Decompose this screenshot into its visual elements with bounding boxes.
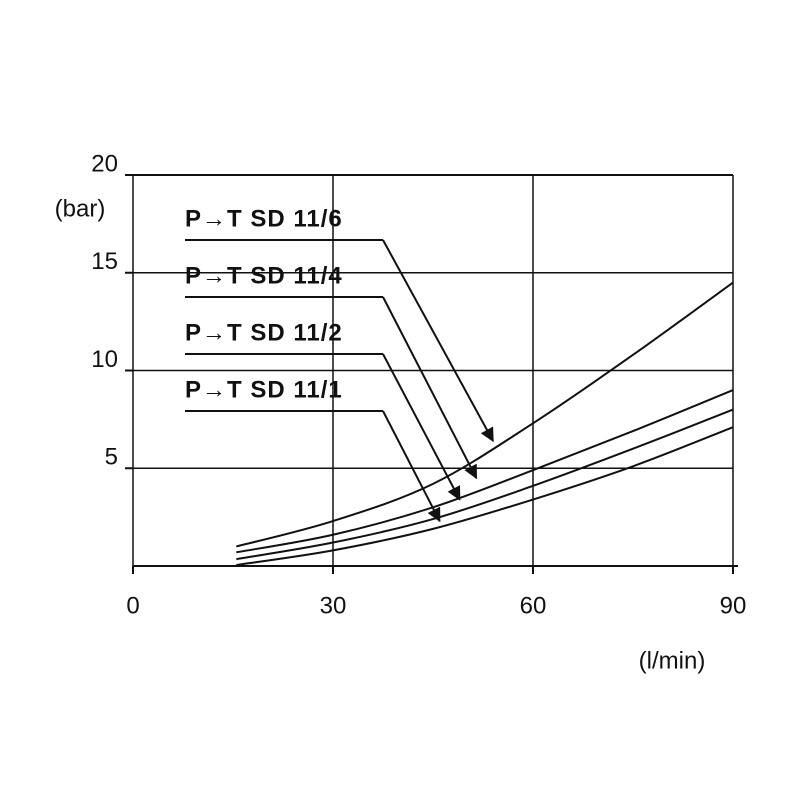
x-tick-label: 60	[520, 592, 547, 619]
annotation-label: P→T SD 11/1	[185, 376, 343, 403]
x-tick-label: 0	[126, 592, 139, 619]
x-tick-label: 30	[320, 592, 347, 619]
y-tick-label: 15	[91, 248, 118, 275]
x-tick-label: 90	[720, 592, 747, 619]
annotation-label: P→T SD 11/4	[185, 262, 343, 289]
y-tick-label: 5	[105, 444, 118, 471]
annotation-arrow	[382, 296, 478, 480]
y-tick-label: 20	[91, 150, 118, 177]
x-axis-label: (l/min)	[639, 647, 706, 674]
y-tick-label: 10	[91, 346, 118, 373]
curve	[236, 389, 734, 554]
annotation-arrow	[382, 353, 461, 501]
annotation-label: P→T SD 11/2	[185, 319, 343, 346]
annotation-label: P→T SD 11/6	[185, 205, 343, 232]
curve	[236, 426, 734, 567]
curve	[236, 281, 734, 548]
y-axis-label: (bar)	[55, 195, 106, 222]
annotation-arrow	[382, 410, 441, 523]
annotation-arrow	[382, 239, 494, 443]
curve	[236, 408, 734, 561]
